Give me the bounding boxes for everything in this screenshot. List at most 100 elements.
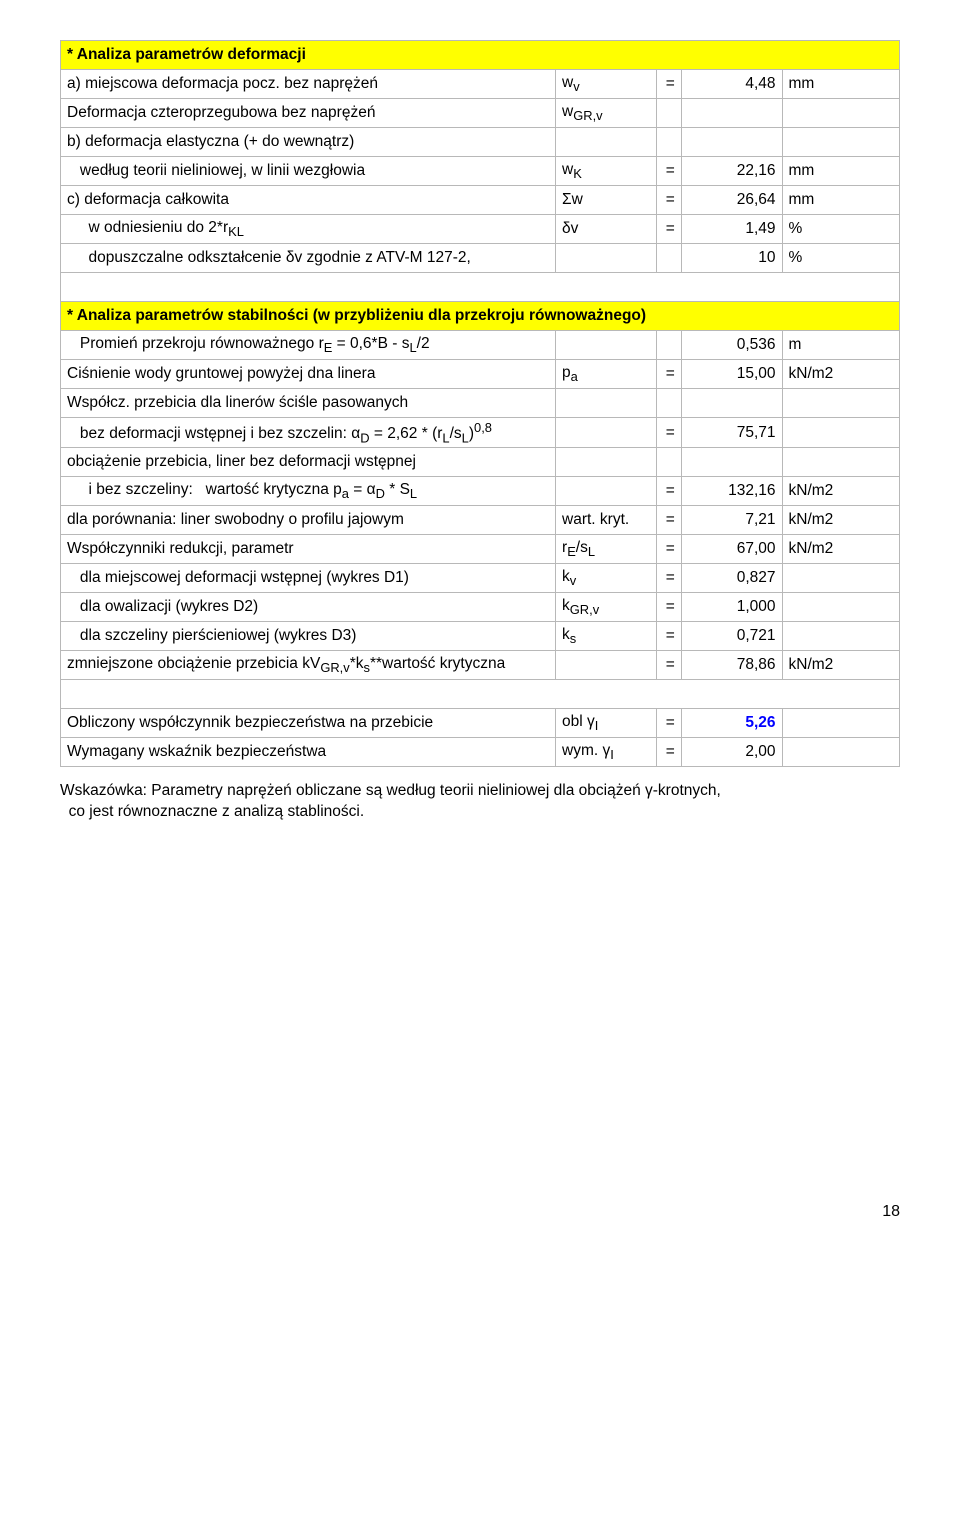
row-eq [656,331,681,360]
row-eq: = [656,564,681,593]
row-label: Współcz. przebicia dla linerów ściśle pa… [61,389,556,418]
row-symbol: wGR,v [556,99,657,128]
row-unit: kN/m2 [782,477,899,506]
row-symbol: Σw [556,186,657,215]
row-unit: mm [782,186,899,215]
row-label: dla porównania: liner swobodny o profilu… [61,506,556,535]
row-value: 1,49 [681,215,782,244]
footnote-text: Wskazówka: Parametry naprężeń obliczane … [60,781,900,823]
row-unit: kN/m2 [782,506,899,535]
row-label: a) miejscowa deformacja pocz. bez napręż… [61,70,556,99]
row-label: Obliczony współczynnik bezpieczeństwa na… [61,709,556,738]
row-unit [782,389,899,418]
row-value [681,99,782,128]
row-value: 0,827 [681,564,782,593]
row-value: 67,00 [681,535,782,564]
row-value: 26,64 [681,186,782,215]
row-eq: = [656,593,681,622]
row-eq: = [656,360,681,389]
row-value: 10 [681,244,782,273]
row-eq: = [656,215,681,244]
row-value [681,448,782,477]
row-unit [782,709,899,738]
row-value: 22,16 [681,157,782,186]
row-label: Współczynniki redukcji, parametr [61,535,556,564]
row-unit: mm [782,70,899,99]
row-eq: = [656,418,681,448]
row-label: obciążenie przebicia, liner bez deformac… [61,448,556,477]
row-unit [782,564,899,593]
row-symbol: pa [556,360,657,389]
row-eq: = [656,186,681,215]
row-unit: % [782,215,899,244]
row-unit [782,448,899,477]
row-value [681,389,782,418]
row-symbol [556,244,657,273]
row-eq: = [656,651,681,680]
row-unit [782,593,899,622]
row-unit: % [782,244,899,273]
row-unit: kN/m2 [782,360,899,389]
row-value [681,128,782,157]
row-eq: = [656,622,681,651]
row-label: Promień przekroju równoważnego rE = 0,6*… [61,331,556,360]
row-eq: = [656,506,681,535]
row-symbol: rE/sL [556,535,657,564]
row-symbol: obl γI [556,709,657,738]
row-symbol [556,477,657,506]
row-symbol [556,651,657,680]
section-header: * Analiza parametrów deformacji [61,41,900,70]
row-value: 132,16 [681,477,782,506]
row-eq [656,244,681,273]
row-eq: = [656,70,681,99]
row-eq [656,128,681,157]
row-eq: = [656,709,681,738]
row-symbol: ks [556,622,657,651]
row-symbol [556,389,657,418]
row-unit [782,99,899,128]
row-label: według teorii nieliniowej, w linii wezgł… [61,157,556,186]
row-eq: = [656,738,681,767]
row-symbol: wym. γI [556,738,657,767]
row-label: i bez szczeliny: wartość krytyczna pa = … [61,477,556,506]
row-label: dla szczeliny pierścieniowej (wykres D3) [61,622,556,651]
row-eq [656,448,681,477]
footnote-line2: co jest równoznaczne z analizą stablinoś… [69,803,365,820]
row-value: 15,00 [681,360,782,389]
footnote-line1: Wskazówka: Parametry naprężeń obliczane … [60,782,721,799]
row-eq [656,99,681,128]
section-header: * Analiza parametrów stabilności (w przy… [61,302,900,331]
row-label: Wymagany wskaźnik bezpieczeństwa [61,738,556,767]
row-symbol [556,331,657,360]
row-symbol: wart. kryt. [556,506,657,535]
row-unit [782,738,899,767]
row-label: c) deformacja całkowita [61,186,556,215]
row-label: zmniejszone obciążenie przebicia kVGR,v*… [61,651,556,680]
row-symbol: kGR,v [556,593,657,622]
row-symbol: δv [556,215,657,244]
row-symbol: wv [556,70,657,99]
row-unit [782,128,899,157]
row-unit: m [782,331,899,360]
row-symbol [556,128,657,157]
row-symbol [556,418,657,448]
row-eq: = [656,535,681,564]
blank-row [61,273,900,302]
row-label: bez deformacji wstępnej i bez szczelin: … [61,418,556,448]
row-label: dla miejscowej deformacji wstępnej (wykr… [61,564,556,593]
row-symbol: kv [556,564,657,593]
row-label: Ciśnienie wody gruntowej powyżej dna lin… [61,360,556,389]
row-eq [656,389,681,418]
row-value: 4,48 [681,70,782,99]
row-unit [782,418,899,448]
row-label: b) deformacja elastyczna (+ do wewnątrz) [61,128,556,157]
row-label: w odniesieniu do 2*rKL [61,215,556,244]
row-symbol [556,448,657,477]
row-label: dopuszczalne odkształcenie δv zgodnie z … [61,244,556,273]
row-label: dla owalizacji (wykres D2) [61,593,556,622]
row-value: 7,21 [681,506,782,535]
blank-row [61,680,900,709]
row-value: 2,00 [681,738,782,767]
row-value: 0,536 [681,331,782,360]
row-unit: mm [782,157,899,186]
